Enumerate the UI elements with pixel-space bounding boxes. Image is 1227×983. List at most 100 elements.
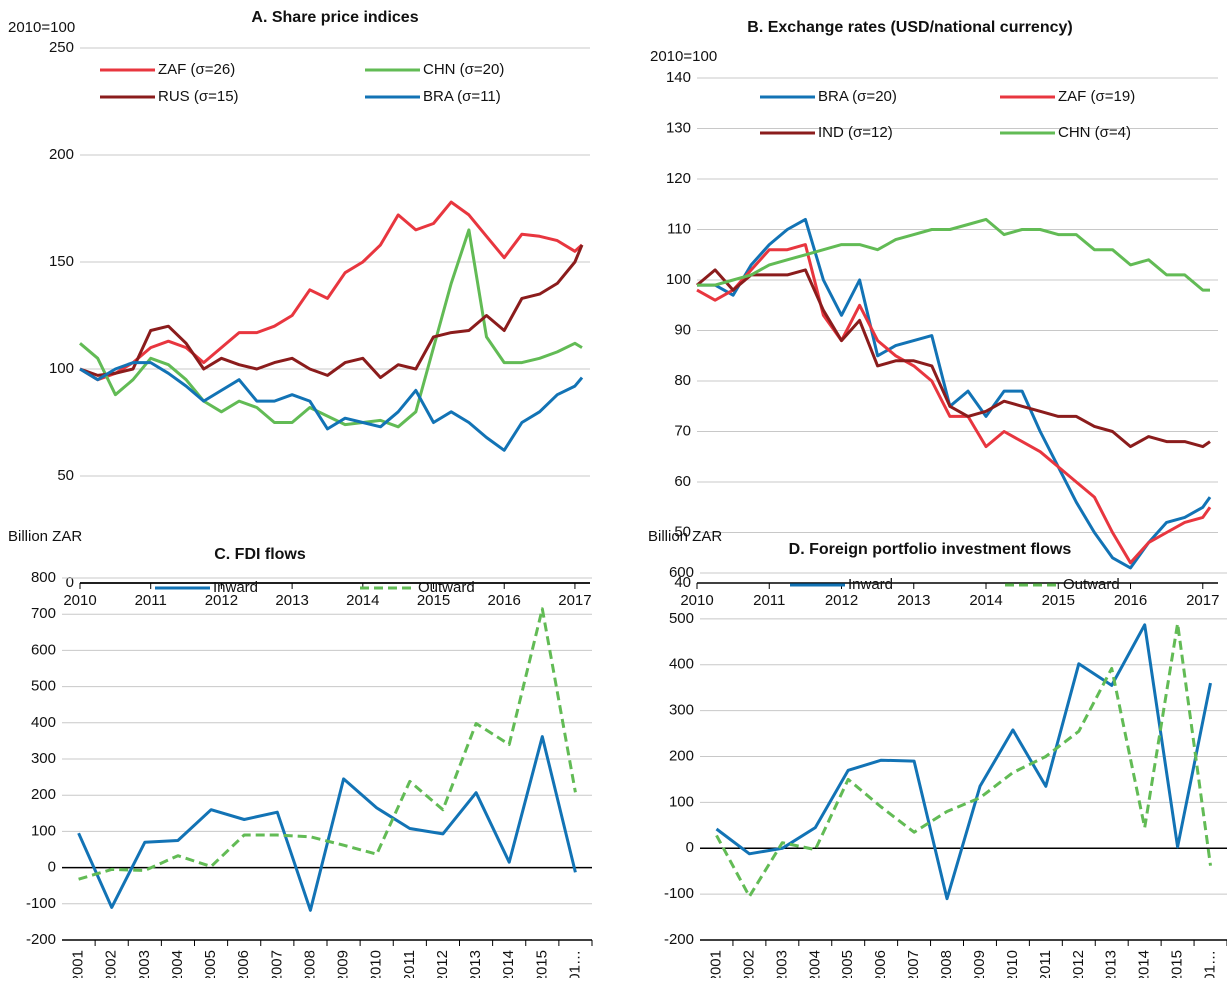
chart-title: D. Foreign portfolio investment flows: [789, 541, 1072, 558]
y-tick-label: 140: [666, 69, 691, 86]
y-tick-label: 50: [57, 467, 74, 484]
x-tick-label: 2007: [905, 950, 922, 978]
x-tick-label: 2009: [335, 950, 352, 978]
y-tick-label: 60: [674, 473, 691, 490]
y-tick-label: 400: [31, 714, 56, 731]
x-tick-label: 2011: [1037, 950, 1054, 978]
x-tick-label: 2004: [169, 950, 186, 978]
y-tick-label: 110: [667, 220, 691, 237]
x-tick-label: 201…: [1202, 950, 1219, 978]
series-line: [697, 217, 1212, 570]
legend-label: BRA (σ=20): [818, 88, 897, 105]
x-tick-label: 2015: [533, 950, 550, 978]
y-tick-label: 100: [666, 271, 691, 288]
legend-label: Outward: [418, 579, 475, 596]
y-tick-label: 40: [674, 574, 691, 591]
x-tick-label: 2015: [417, 592, 450, 609]
legend-label: BRA (σ=11): [423, 88, 501, 105]
y-axis-label: 2010=100: [650, 48, 717, 65]
legend-label: IND (σ=12): [818, 124, 893, 141]
x-tick-label: 2003: [136, 950, 153, 978]
x-tick-label: 2014: [969, 592, 1002, 609]
series-line: [696, 268, 1211, 449]
y-tick-label: 50: [674, 523, 691, 540]
chart-title: C. FDI flows: [214, 546, 306, 563]
x-tick-label: 2002: [740, 950, 757, 978]
x-tick-label: 2012: [434, 950, 451, 978]
y-tick-label: 300: [31, 750, 56, 767]
series-line: [79, 244, 584, 380]
x-tick-label: 2001: [707, 950, 724, 978]
x-tick-label: 2005: [202, 950, 219, 978]
x-tick-label: 2010: [680, 592, 713, 609]
legend-label: Outward: [1063, 576, 1120, 593]
y-tick-label: 400: [669, 656, 694, 673]
x-tick-label: 2012: [825, 592, 858, 609]
x-tick-label: 2006: [872, 950, 889, 978]
y-tick-label: 100: [31, 822, 56, 839]
y-axis-label: 2010=100: [8, 19, 75, 36]
y-tick-label: 100: [669, 793, 694, 810]
x-tick-label: 2010: [1004, 950, 1021, 978]
legend-label: CHN (σ=20): [423, 61, 504, 78]
x-tick-label: 2016: [488, 592, 521, 609]
legend-label: RUS (σ=15): [158, 88, 239, 105]
x-tick-label: 2002: [103, 950, 120, 978]
y-tick-label: 150: [49, 253, 74, 270]
x-tick-label: 2015: [1169, 950, 1186, 978]
legend-label: Inward: [213, 579, 258, 596]
x-tick-label: 2015: [1042, 592, 1075, 609]
legend-label: ZAF (σ=19): [1058, 88, 1135, 105]
x-tick-label: 2016: [1114, 592, 1147, 609]
y-tick-label: 80: [674, 372, 691, 389]
y-tick-label: 90: [674, 321, 691, 338]
series-line: [696, 243, 1212, 565]
x-tick-label: 201…: [566, 950, 583, 978]
y-tick-label: 130: [666, 119, 691, 136]
series-line: [697, 217, 1210, 292]
y-tick-label: 100: [49, 360, 74, 377]
chart-title: B. Exchange rates (USD/national currency…: [747, 19, 1072, 36]
x-tick-label: 2011: [401, 950, 418, 978]
series-line: [79, 228, 583, 429]
y-tick-label: -200: [26, 931, 56, 948]
x-tick-label: 2007: [268, 950, 285, 978]
x-tick-label: 2014: [346, 592, 379, 609]
x-tick-label: 2008: [938, 950, 955, 978]
x-tick-label: 2013: [275, 592, 308, 609]
x-tick-label: 2013: [1103, 950, 1120, 978]
y-tick-label: 300: [669, 702, 694, 719]
series-line: [78, 607, 577, 881]
chart-title: A. Share price indices: [251, 9, 418, 26]
x-tick-label: 2012: [205, 592, 238, 609]
x-tick-label: 2010: [368, 950, 385, 978]
x-tick-label: 2013: [467, 950, 484, 978]
legend-label: Inward: [848, 576, 893, 593]
y-tick-label: -100: [664, 885, 694, 902]
x-tick-label: 2017: [558, 592, 591, 609]
series-line: [79, 200, 584, 382]
x-tick-label: 2008: [301, 950, 318, 978]
y-tick-label: 700: [31, 605, 56, 622]
series-line: [79, 361, 584, 452]
y-tick-label: 200: [31, 786, 56, 803]
y-tick-label: 120: [666, 170, 691, 187]
y-axis-label: Billion ZAR: [648, 528, 722, 545]
y-tick-label: 800: [31, 569, 56, 586]
y-tick-label: 200: [669, 747, 694, 764]
y-tick-label: -200: [664, 931, 694, 948]
x-tick-label: 2004: [806, 950, 823, 978]
series-line: [77, 735, 577, 912]
legend-label: ZAF (σ=26): [158, 61, 235, 78]
y-tick-label: 600: [31, 641, 56, 658]
y-tick-label: 250: [49, 39, 74, 56]
y-tick-label: 70: [674, 422, 691, 439]
panel: A. Share price indices 2010=100 0 50 100 150 2…: [8, 9, 592, 609]
panel: D. Foreign portfolio investment flows Bil…: [648, 528, 1227, 983]
y-tick-label: 500: [669, 610, 694, 627]
y-tick-label: 0: [686, 839, 694, 856]
y-tick-label: 600: [669, 564, 694, 581]
x-tick-label: 2014: [500, 950, 517, 978]
x-tick-label: 2005: [839, 950, 856, 978]
panel: B. Exchange rates (USD/national currency…: [650, 19, 1219, 609]
